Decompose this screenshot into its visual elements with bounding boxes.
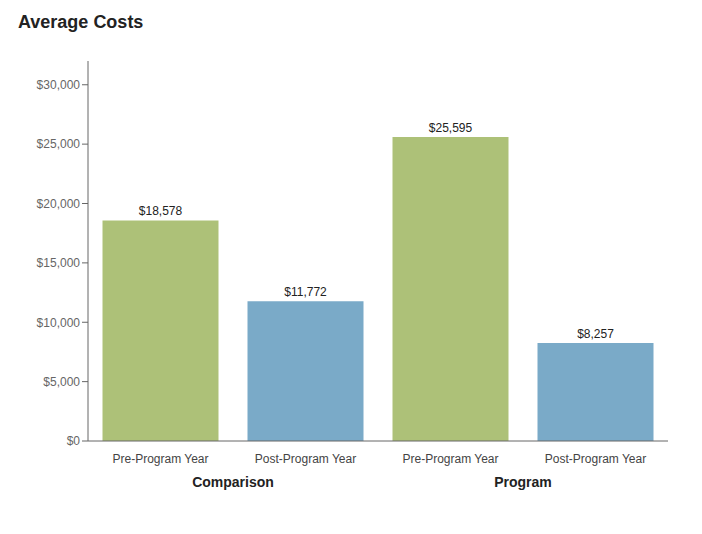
svg-text:$10,000: $10,000 [37, 316, 81, 330]
svg-text:$5,000: $5,000 [43, 375, 80, 389]
svg-text:Post-Program Year: Post-Program Year [545, 452, 646, 466]
svg-text:$15,000: $15,000 [37, 256, 81, 270]
svg-text:$20,000: $20,000 [37, 197, 81, 211]
svg-text:$18,578: $18,578 [139, 204, 183, 218]
svg-text:$11,772: $11,772 [284, 285, 327, 299]
svg-text:$8,257: $8,257 [577, 327, 614, 341]
svg-text:$25,000: $25,000 [37, 137, 81, 151]
svg-text:Post-Program Year: Post-Program Year [255, 452, 356, 466]
html-text:Average Costs: Average Costs [18, 12, 144, 32]
svg-text:Comparison: Comparison [192, 474, 274, 490]
svg-text:$0: $0 [67, 434, 81, 448]
svg-text:Pre-Program Year: Pre-Program Year [402, 452, 498, 466]
svg-text:$30,000: $30,000 [37, 78, 81, 92]
svg-text:Pre-Program Year: Pre-Program Year [112, 452, 208, 466]
svg-text:Program: Program [494, 474, 552, 490]
svg-text:$25,595: $25,595 [429, 121, 473, 135]
